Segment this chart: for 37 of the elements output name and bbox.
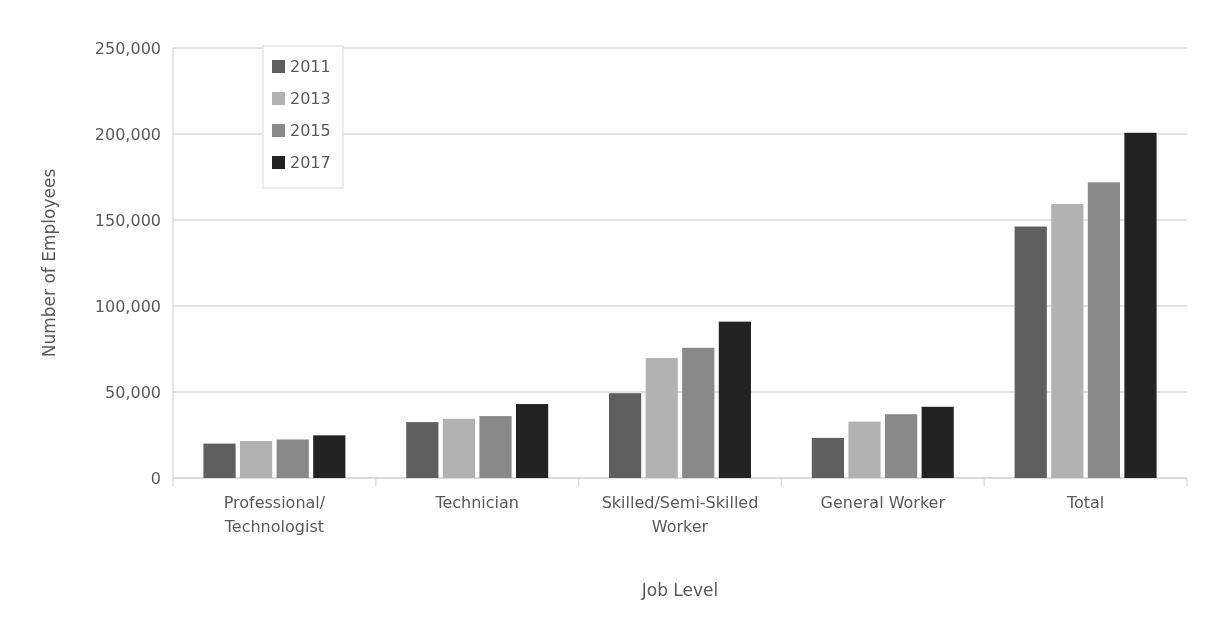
bar	[442, 418, 476, 478]
bar	[203, 443, 236, 478]
bar	[406, 422, 439, 478]
bar	[1014, 226, 1047, 478]
x-tick-label: Professional/ Technologist	[223, 493, 326, 536]
legend-label: 2017	[290, 152, 331, 172]
x-tick-label: General Worker	[820, 493, 946, 512]
bar	[1124, 132, 1157, 478]
bar	[515, 404, 549, 478]
x-tick-label: Technician	[434, 493, 519, 512]
y-tick-label: 0	[150, 468, 161, 488]
y-tick-label: 100,000	[94, 296, 161, 316]
x-tick-label: Skilled/Semi-Skilled Worker	[601, 493, 759, 536]
legend-label: 2011	[290, 56, 331, 76]
bar	[479, 416, 512, 478]
bar	[811, 437, 845, 478]
bar	[276, 439, 309, 478]
bar	[313, 435, 346, 478]
legend-label: 2015	[290, 120, 331, 140]
y-tick-label: 200,000	[94, 124, 161, 144]
y-tick-label: 250,000	[94, 38, 161, 58]
bar	[609, 393, 642, 478]
bar	[682, 347, 715, 478]
x-axis-title: Job Level	[640, 580, 719, 600]
bar	[240, 441, 273, 478]
y-axis-title: Number of Employees	[39, 168, 59, 358]
bar	[1051, 204, 1084, 478]
y-tick-label: 50,000	[105, 382, 161, 402]
bar	[885, 414, 918, 478]
legend-label: 2013	[290, 88, 331, 108]
bar	[1087, 182, 1120, 478]
bar	[645, 358, 678, 478]
bar	[848, 421, 881, 478]
bar	[921, 406, 954, 478]
x-tick-label: Total	[1065, 493, 1105, 512]
y-tick-label: 150,000	[94, 210, 161, 230]
bar	[718, 321, 751, 478]
